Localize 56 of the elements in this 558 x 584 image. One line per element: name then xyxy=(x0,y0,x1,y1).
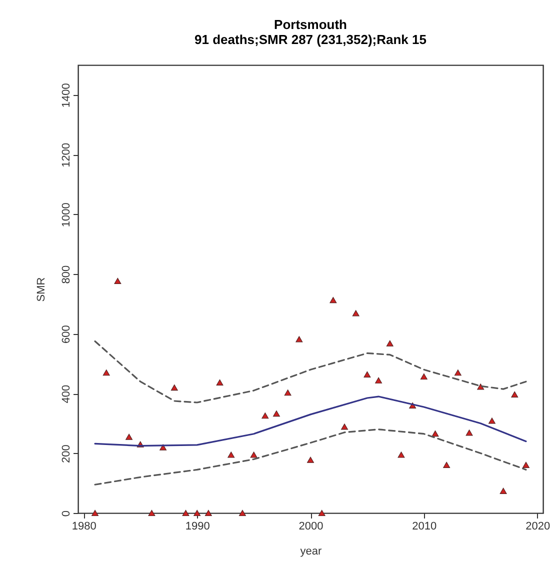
point xyxy=(170,384,178,391)
point xyxy=(318,510,326,516)
line-series xyxy=(94,428,527,486)
x-tick-label: 2020 xyxy=(526,520,550,532)
point xyxy=(216,379,224,386)
point xyxy=(148,510,156,516)
point xyxy=(443,462,450,468)
point xyxy=(420,373,428,380)
point xyxy=(454,370,462,376)
y-axis-title: SMR xyxy=(36,277,48,302)
x-tick-label: 2010 xyxy=(412,520,437,532)
point xyxy=(500,488,507,494)
y-tick-label: 400 xyxy=(60,384,72,404)
x-axis-title: year xyxy=(300,546,322,558)
y-tick-label: 1000 xyxy=(60,202,72,228)
point xyxy=(398,452,405,458)
point xyxy=(296,336,303,342)
x-tick-label: 1980 xyxy=(72,520,96,532)
point xyxy=(364,371,371,378)
point xyxy=(194,510,201,516)
chart-title: Portsmouth xyxy=(274,17,348,32)
point xyxy=(92,510,98,516)
point xyxy=(228,452,235,458)
point xyxy=(386,340,394,346)
point xyxy=(352,310,360,316)
point xyxy=(284,390,292,396)
point xyxy=(466,430,473,436)
point xyxy=(262,412,269,419)
point xyxy=(273,410,280,417)
point xyxy=(102,370,110,376)
point xyxy=(250,452,258,458)
y-tick-label: 800 xyxy=(60,265,72,284)
x-tick-label: 2000 xyxy=(298,520,324,532)
point xyxy=(375,377,382,384)
line-series xyxy=(94,396,527,447)
point xyxy=(160,444,167,450)
y-tick-label: 1200 xyxy=(60,142,72,168)
y-tick-label: 0 xyxy=(60,510,72,517)
line-series xyxy=(94,340,527,404)
point xyxy=(341,424,348,430)
point xyxy=(330,297,337,304)
y-tick-label: 600 xyxy=(60,325,72,344)
point xyxy=(511,391,518,398)
x-tick-label: 1990 xyxy=(185,520,210,532)
point xyxy=(126,434,132,440)
point xyxy=(182,510,190,516)
point xyxy=(522,462,530,468)
chart-subtitle: 91 deaths;SMR 287 (231,352);Rank 15 xyxy=(194,32,426,47)
point xyxy=(488,418,496,424)
y-tick-label: 200 xyxy=(60,444,72,463)
point xyxy=(114,278,122,284)
point xyxy=(204,510,212,516)
point xyxy=(238,510,246,516)
y-tick-label: 1400 xyxy=(60,83,72,108)
point xyxy=(432,430,439,437)
point xyxy=(307,456,314,463)
